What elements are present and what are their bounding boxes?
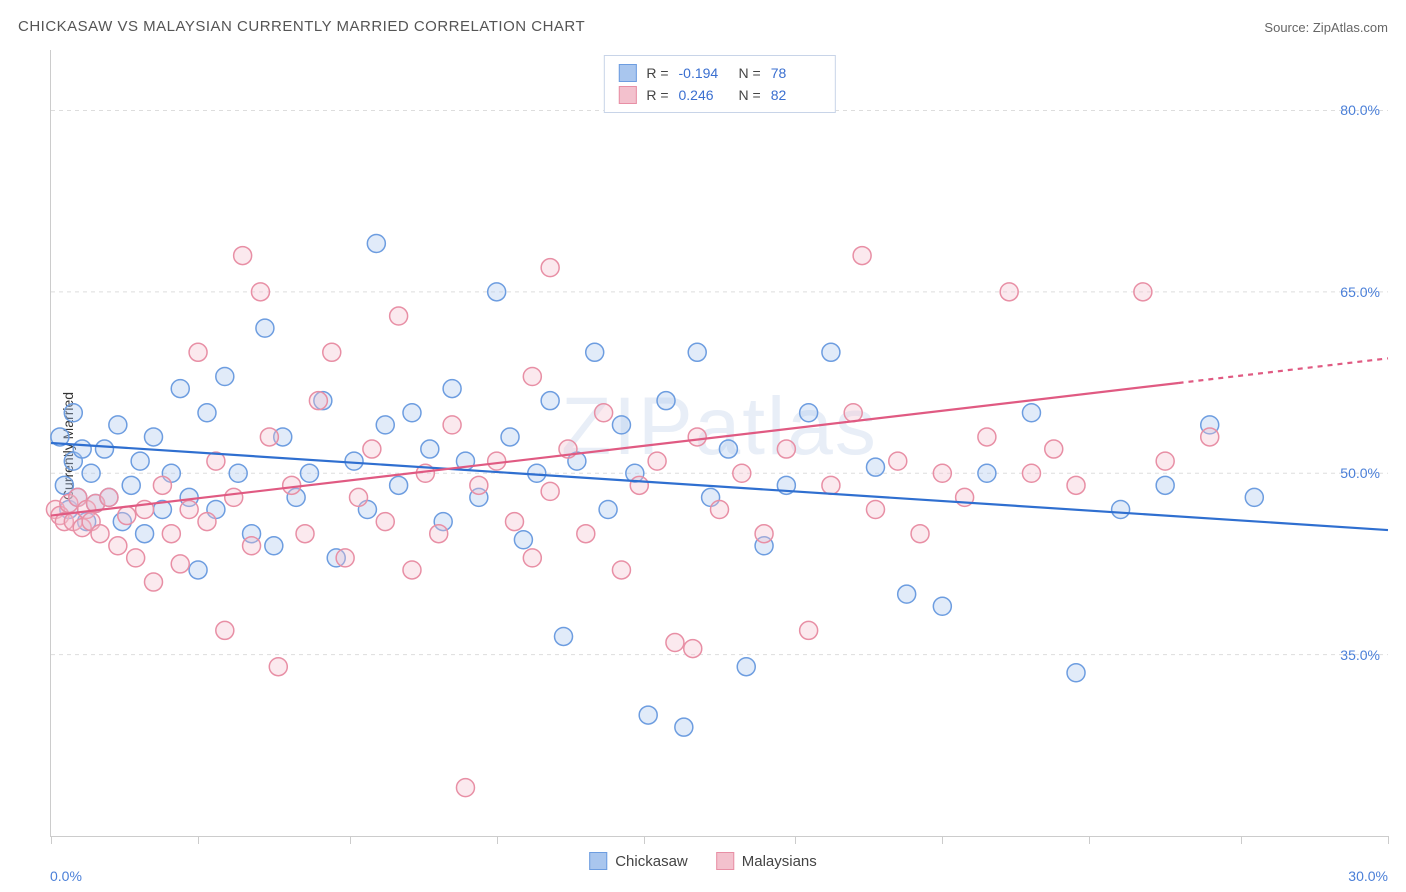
x-tick [644,836,645,844]
series-legend: Chickasaw Malaysians [589,852,817,870]
y-tick-label: 35.0% [1340,647,1380,663]
r-label: R = [646,87,668,103]
scatter-plot-svg [51,50,1388,836]
y-tick-label: 65.0% [1340,284,1380,300]
x-tick [1089,836,1090,844]
x-tick [497,836,498,844]
n-label: N = [739,87,761,103]
x-max-label: 30.0% [1348,868,1388,884]
x-tick [198,836,199,844]
correlation-row: R = -0.194 N = 78 [618,62,820,84]
x-tick [51,836,52,844]
r-value: 0.246 [679,87,729,103]
x-tick [1388,836,1389,844]
series-swatch [618,64,636,82]
legend-item: Chickasaw [589,852,688,870]
source-name: ZipAtlas.com [1313,20,1388,35]
correlation-row: R = 0.246 N = 82 [618,84,820,106]
n-value: 82 [771,87,821,103]
x-min-label: 0.0% [50,868,82,884]
legend-swatch [716,852,734,870]
n-label: N = [739,65,761,81]
x-tick [795,836,796,844]
x-tick [350,836,351,844]
x-tick [1241,836,1242,844]
y-tick-label: 80.0% [1340,102,1380,118]
x-tick [942,836,943,844]
correlation-legend: R = -0.194 N = 78 R = 0.246 N = 82 [603,55,835,113]
y-tick-label: 50.0% [1340,465,1380,481]
r-label: R = [646,65,668,81]
chart-title: CHICKASAW VS MALAYSIAN CURRENTLY MARRIED… [18,18,585,35]
legend-label: Chickasaw [615,853,688,870]
chart-plot-area: ZIPatlas R =-0.194N =78R =0.246N =82 35.… [50,50,1388,837]
source-attribution: Source: ZipAtlas.com [1264,20,1388,35]
series-swatch [618,86,636,104]
r-value: -0.194 [679,65,729,81]
legend-label: Malaysians [742,853,817,870]
source-label: Source: [1264,20,1309,35]
legend-item: Malaysians [716,852,817,870]
n-value: 78 [771,65,821,81]
legend-swatch [589,852,607,870]
